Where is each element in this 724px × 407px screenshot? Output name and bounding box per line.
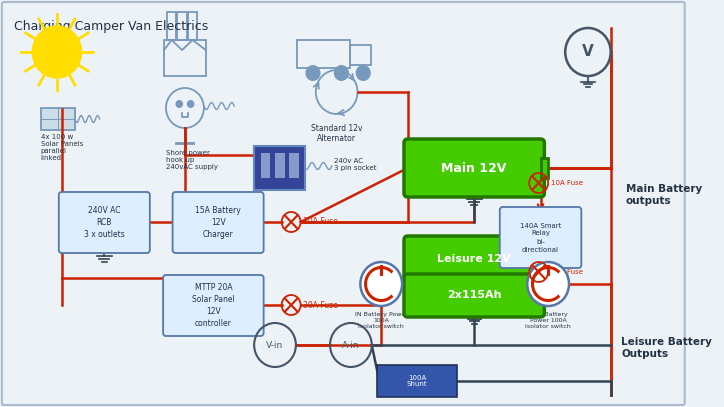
FancyBboxPatch shape bbox=[290, 153, 299, 178]
FancyBboxPatch shape bbox=[541, 252, 548, 267]
Text: V-in: V-in bbox=[266, 341, 284, 350]
Text: 240v AC
3 pin socket: 240v AC 3 pin socket bbox=[334, 158, 376, 171]
FancyBboxPatch shape bbox=[163, 275, 264, 336]
Circle shape bbox=[187, 100, 195, 108]
Text: 4x 100 w
Solar Panels
parallel
linked: 4x 100 w Solar Panels parallel linked bbox=[41, 134, 83, 161]
Text: OUT Battery
Power 100A
Isolator switch: OUT Battery Power 100A Isolator switch bbox=[526, 312, 571, 328]
Text: Shore power
hook up
240vAC supply: Shore power hook up 240vAC supply bbox=[166, 150, 218, 170]
Text: Charging Camper Van Electrics: Charging Camper Van Electrics bbox=[14, 20, 209, 33]
FancyBboxPatch shape bbox=[404, 139, 544, 197]
Text: Leisure 12V: Leisure 12V bbox=[437, 254, 511, 264]
FancyBboxPatch shape bbox=[404, 274, 544, 317]
FancyBboxPatch shape bbox=[377, 365, 457, 397]
Text: 15A Battery
12V
Charger: 15A Battery 12V Charger bbox=[195, 206, 241, 239]
FancyBboxPatch shape bbox=[541, 289, 548, 302]
FancyBboxPatch shape bbox=[2, 2, 685, 405]
Text: Main Battery
outputs: Main Battery outputs bbox=[626, 184, 702, 206]
FancyBboxPatch shape bbox=[41, 108, 75, 130]
Circle shape bbox=[33, 26, 82, 78]
Text: Main 12V: Main 12V bbox=[442, 162, 507, 175]
FancyBboxPatch shape bbox=[275, 153, 285, 178]
Text: 10A Fuse: 10A Fuse bbox=[551, 180, 583, 186]
Text: 140A Smart
Relay
bi-
directional: 140A Smart Relay bi- directional bbox=[520, 223, 561, 252]
Text: 30A Fuse: 30A Fuse bbox=[303, 217, 338, 227]
Text: 10A Fuse: 10A Fuse bbox=[551, 269, 583, 275]
Text: Standard 12v
Alternator: Standard 12v Alternator bbox=[311, 124, 363, 143]
Circle shape bbox=[361, 262, 402, 306]
Text: V: V bbox=[582, 44, 594, 59]
Text: 100A
Shunt: 100A Shunt bbox=[407, 374, 428, 387]
FancyBboxPatch shape bbox=[500, 207, 581, 268]
Text: Leisure Battery
Outputs: Leisure Battery Outputs bbox=[621, 337, 712, 359]
FancyBboxPatch shape bbox=[254, 146, 306, 190]
Circle shape bbox=[334, 65, 349, 81]
FancyBboxPatch shape bbox=[541, 158, 548, 178]
Text: A-in: A-in bbox=[342, 341, 360, 350]
Text: 30A Fuse: 30A Fuse bbox=[303, 300, 338, 309]
Circle shape bbox=[355, 65, 371, 81]
FancyBboxPatch shape bbox=[172, 192, 264, 253]
Text: 240V AC
RCB
3 x outlets: 240V AC RCB 3 x outlets bbox=[84, 206, 125, 239]
Text: MTTP 20A
Solar Panel
12V
controller: MTTP 20A Solar Panel 12V controller bbox=[192, 283, 235, 328]
FancyBboxPatch shape bbox=[59, 192, 150, 253]
Text: IN Battery Power
100A
Isolator switch: IN Battery Power 100A Isolator switch bbox=[355, 312, 408, 328]
Text: 2x115Ah: 2x115Ah bbox=[447, 291, 502, 300]
Circle shape bbox=[306, 65, 321, 81]
FancyBboxPatch shape bbox=[404, 236, 544, 282]
Circle shape bbox=[175, 100, 183, 108]
Circle shape bbox=[527, 262, 569, 306]
FancyBboxPatch shape bbox=[261, 153, 270, 178]
